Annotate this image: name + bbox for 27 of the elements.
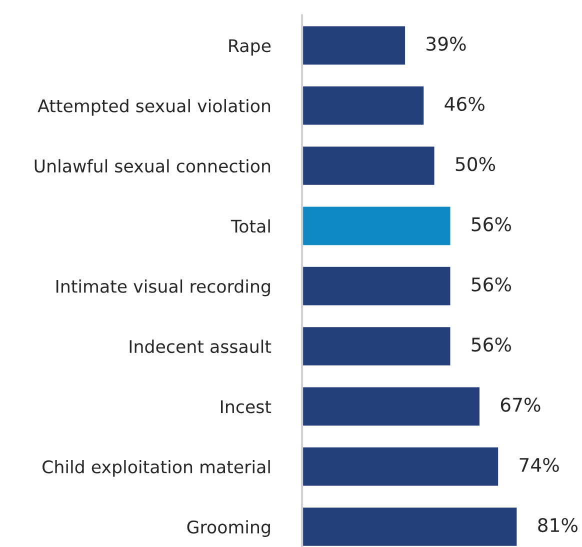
bar xyxy=(302,506,518,547)
data-label: 56% xyxy=(472,338,512,352)
y-tick-label: Incest xyxy=(221,400,272,414)
data-label: 56% xyxy=(472,277,512,292)
bar xyxy=(302,266,452,307)
bar xyxy=(302,205,452,246)
data-label: 39% xyxy=(426,36,466,51)
data-label: 74% xyxy=(520,458,559,472)
data-label: 56% xyxy=(472,217,512,232)
bar xyxy=(302,386,481,427)
y-tick-label: Attempted sexual violation xyxy=(38,98,270,116)
y-tick-label: Indecent assault xyxy=(130,340,272,354)
data-label: 50% xyxy=(456,157,496,172)
y-tick-label: Rape xyxy=(229,39,271,56)
y-tick-label: Total xyxy=(230,219,270,233)
bar xyxy=(302,446,500,488)
y-tick-label: Child exploitation material xyxy=(42,460,270,477)
data-label: 46% xyxy=(444,96,484,112)
bar xyxy=(302,85,426,126)
data-label: 67% xyxy=(500,398,540,412)
bar xyxy=(302,145,436,186)
bar xyxy=(302,326,452,367)
y-tick-label: Grooming xyxy=(187,520,270,537)
y-tick-label: Unlawful sexual connection xyxy=(34,159,270,173)
y-tick-label: Intimate visual recording xyxy=(56,279,270,296)
data-label: 81% xyxy=(538,518,578,532)
bar xyxy=(302,24,406,66)
